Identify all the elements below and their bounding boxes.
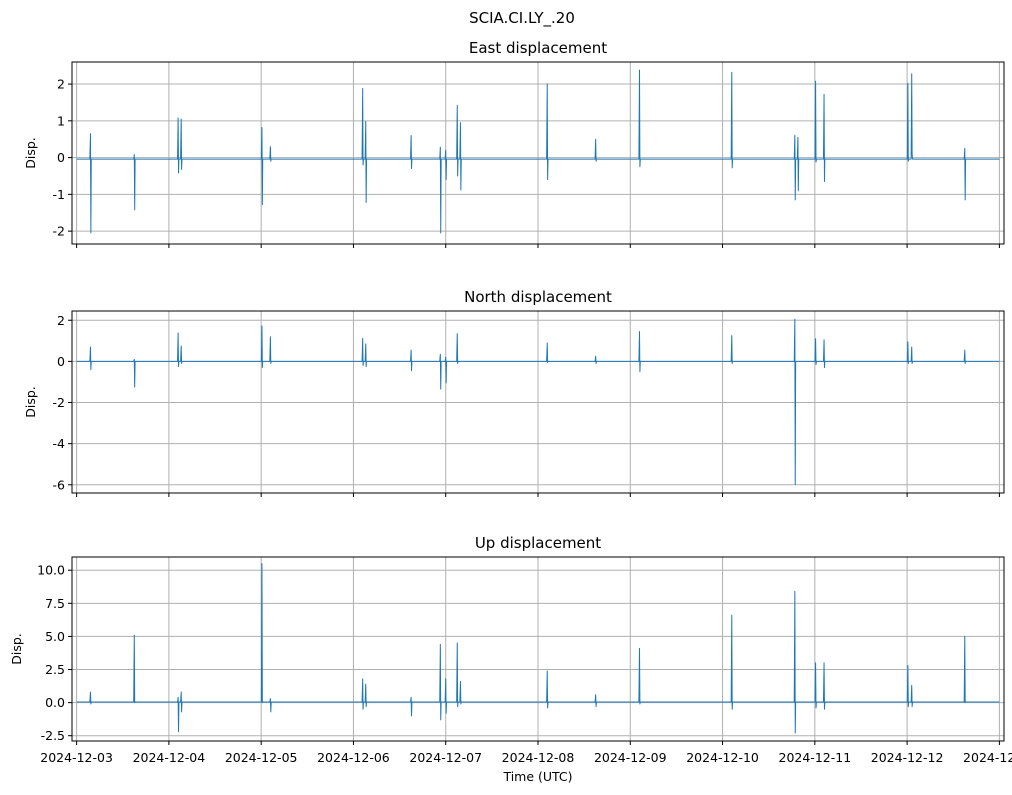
x-tick-label: 2024-12-06: [317, 750, 390, 765]
x-tick-label: 2024-12-11: [779, 750, 852, 765]
x-axis-label: Time (UTC): [502, 769, 572, 784]
x-tick-label: 2024-12-09: [594, 750, 667, 765]
x-tick-label: 2024-12-07: [409, 750, 482, 765]
y-tick-label: -4: [53, 436, 66, 451]
y-tick-label: 7.5: [45, 596, 65, 611]
panel-title: Up displacement: [475, 534, 601, 552]
y-tick-label: -2.5: [41, 728, 65, 743]
y-tick-label: 2: [57, 77, 65, 92]
panel-title: North displacement: [464, 288, 612, 306]
series-line: [76, 69, 1000, 234]
y-axis-label: Disp.: [9, 633, 24, 665]
y-tick-label: 10.0: [37, 563, 65, 578]
y-tick-label: -2: [53, 224, 65, 239]
panels: -2 -1 0 1 2 East displacement Disp. -6 -4 -2 0 2 Nor…: [9, 39, 1012, 765]
x-tick-label: 2024-12-08: [502, 750, 575, 765]
series-line: [76, 563, 1000, 734]
x-tick-label: 2024-12-03: [40, 750, 113, 765]
series-line: [76, 318, 1000, 486]
y-tick-label: -1: [53, 187, 65, 202]
x-tick-label: 2024-12-04: [133, 750, 206, 765]
panel-1: -2 -1 0 1 2 East displacement Disp.: [23, 39, 1005, 248]
y-tick-label: -2: [53, 395, 65, 410]
panel-2: -6 -4 -2 0 2 North displacement Disp.: [23, 288, 1005, 497]
y-tick-label: -6: [53, 477, 66, 492]
y-tick-label: 0: [57, 150, 65, 165]
y-axis-label: Disp.: [23, 386, 38, 418]
x-tick-label: 2024-12-12: [871, 750, 944, 765]
y-tick-label: 2.5: [45, 662, 65, 677]
y-tick-label: 0.0: [45, 695, 65, 710]
y-axis-label: Disp.: [23, 137, 38, 169]
panel-title: East displacement: [469, 39, 607, 57]
y-tick-label: 5.0: [45, 629, 65, 644]
figure-suptitle: SCIA.CI.LY_.20: [469, 9, 575, 28]
y-tick-label: 2: [57, 313, 65, 328]
y-tick-label: 1: [57, 113, 65, 128]
panel-3: -2.5 0.0 2.5 5.0 7.5 10.0 2024-12-03 2024-12-04…: [9, 534, 1012, 765]
x-tick-label: 2024-12-05: [225, 750, 298, 765]
x-tick-label: 2024-12-13: [963, 750, 1012, 765]
x-tick-label: 2024-12-10: [686, 750, 759, 765]
y-tick-label: 0: [57, 354, 65, 369]
